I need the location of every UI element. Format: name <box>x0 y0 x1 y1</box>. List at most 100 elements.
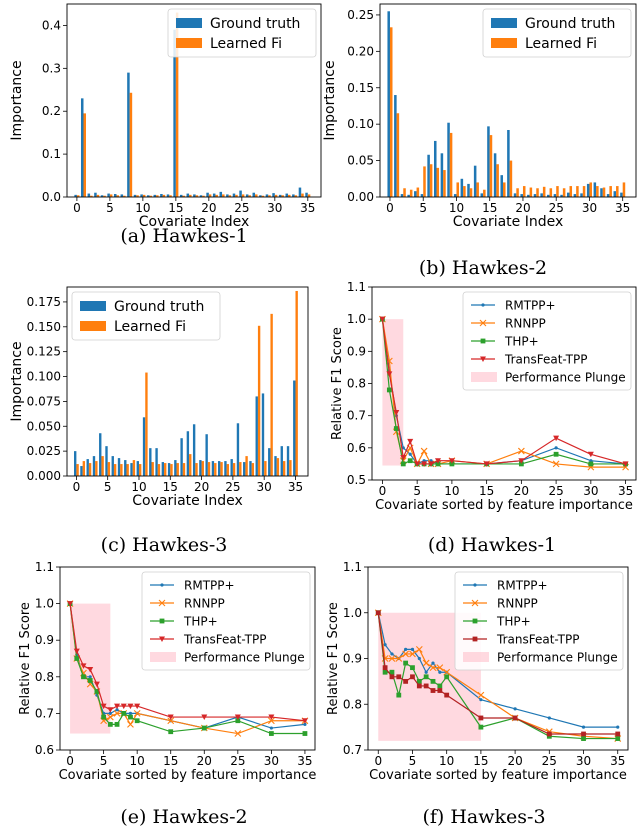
p6-x-tick-label: 10 <box>439 754 454 768</box>
p1-x-tick-label: 5 <box>106 201 114 215</box>
p4-caption: (d) Hawkes-1 <box>428 534 556 556</box>
p1-bar <box>146 195 150 197</box>
p5-point <box>133 710 141 717</box>
p2-bar <box>443 170 446 197</box>
p1-y-tick-label: 0.1 <box>42 147 61 161</box>
p2-bar <box>473 165 477 197</box>
p5-legend-marker <box>159 636 165 642</box>
p4-point <box>393 409 400 416</box>
p2-bar <box>586 183 590 197</box>
p1-bar <box>288 194 291 197</box>
p1-bar <box>239 190 242 197</box>
p3-bar <box>189 454 192 476</box>
p2-bar <box>400 194 404 197</box>
p4-y-tick-label: 0.8 <box>347 377 366 391</box>
p3-bar <box>88 463 92 476</box>
p5-x-axis-label: Covariate sorted by feature importance <box>59 768 317 783</box>
p2-bar <box>562 188 566 197</box>
p3-bar <box>138 464 142 476</box>
p4-point <box>407 458 413 464</box>
p5-point <box>127 720 134 728</box>
p5-point <box>234 730 242 737</box>
p5-point <box>115 708 119 712</box>
p1-legend-label: Ground truth <box>210 16 300 32</box>
p2-bar <box>487 126 490 197</box>
p4-y-tick-label: 1.1 <box>347 280 366 294</box>
p4-x-tick-label: 25 <box>548 484 563 498</box>
p3-bar <box>136 461 139 476</box>
p5-point-stroke <box>113 710 121 717</box>
p3-bar <box>151 462 154 476</box>
p5-legend-label: RNNPP <box>184 596 225 610</box>
p1-bar <box>298 187 302 197</box>
p4-point <box>589 459 593 463</box>
p5-point <box>108 711 112 716</box>
p1-x-tick-label: 20 <box>201 201 216 215</box>
p5-caption: (e) Hawkes-2 <box>120 806 247 828</box>
p2-bar <box>566 192 570 197</box>
p3-bar <box>207 462 211 476</box>
p1-bar <box>123 195 126 197</box>
p3-bar <box>289 460 292 476</box>
p4-point <box>553 435 560 442</box>
p2-bar <box>440 153 444 197</box>
p2-bar <box>416 187 420 197</box>
p1-bar <box>74 194 77 197</box>
p6-y-tick-label: 0.8 <box>343 697 362 711</box>
p5-x-tick-label: 5 <box>100 754 108 768</box>
p4-legend-swatch <box>471 372 497 382</box>
p4-point <box>554 446 558 450</box>
p2-bar <box>613 191 617 197</box>
p3-bar <box>180 438 183 476</box>
p5-point <box>268 731 274 736</box>
p1-caption: (a) Hawkes-1 <box>120 225 247 247</box>
p1-bar <box>232 193 236 197</box>
p6-point <box>443 668 451 676</box>
p3-y-tick-label: 0.025 <box>27 444 61 458</box>
p3-x-tick-label: 35 <box>288 480 303 494</box>
p3-bar <box>282 461 286 476</box>
p2-x-tick-label: 25 <box>549 201 564 215</box>
p4-point <box>408 452 412 456</box>
p3-bar <box>130 463 133 476</box>
p2-bar <box>503 182 506 197</box>
p6-x-tick-label: 20 <box>507 754 522 768</box>
p6-legend-marker <box>473 583 477 587</box>
p6-x-tick-label: 5 <box>409 754 417 768</box>
p4-point <box>386 387 392 393</box>
p1-x-tick-label: 0 <box>73 201 81 215</box>
p2-legend-label: Learned Fi <box>525 36 597 52</box>
p6-legend-label: Performance Plunge <box>497 650 618 664</box>
p6-legend-label: TransFeat-TPP <box>496 632 579 646</box>
p2-bar <box>547 194 550 197</box>
p5-point <box>94 689 100 694</box>
p1-x-axis-label: Covariate Index <box>139 214 250 230</box>
p4-point <box>435 458 441 464</box>
p3-legend-box <box>71 291 221 341</box>
p6-point <box>416 683 422 689</box>
p4-point <box>400 461 406 467</box>
p3-bar <box>264 461 267 476</box>
p3-x-axis-label: Covariate Index <box>132 493 243 509</box>
p6-series-line <box>377 612 618 728</box>
p6-point <box>417 656 421 661</box>
p2-bar <box>606 194 610 197</box>
p6-point-stroke <box>395 655 403 662</box>
p3-bar <box>174 460 177 476</box>
p4-point <box>428 461 435 467</box>
p5-point <box>201 725 207 731</box>
p2-bar <box>609 186 612 197</box>
p2-y-tick-label: 0.10 <box>347 117 374 131</box>
p4-point <box>435 461 441 467</box>
p1-bar <box>199 195 203 197</box>
p6-legend-label: RMTPP+ <box>497 578 548 592</box>
p1-bar <box>120 194 124 197</box>
p1-bar <box>76 195 80 197</box>
p4-y-tick-label: 0.6 <box>347 441 366 455</box>
p1-legend-box <box>167 8 317 58</box>
p6-point <box>431 661 435 665</box>
p2-x-tick-label: 5 <box>419 201 427 215</box>
p1-bar <box>173 29 176 197</box>
p5-x-tick-label: 0 <box>66 754 74 768</box>
p4-legend-box <box>462 291 632 391</box>
